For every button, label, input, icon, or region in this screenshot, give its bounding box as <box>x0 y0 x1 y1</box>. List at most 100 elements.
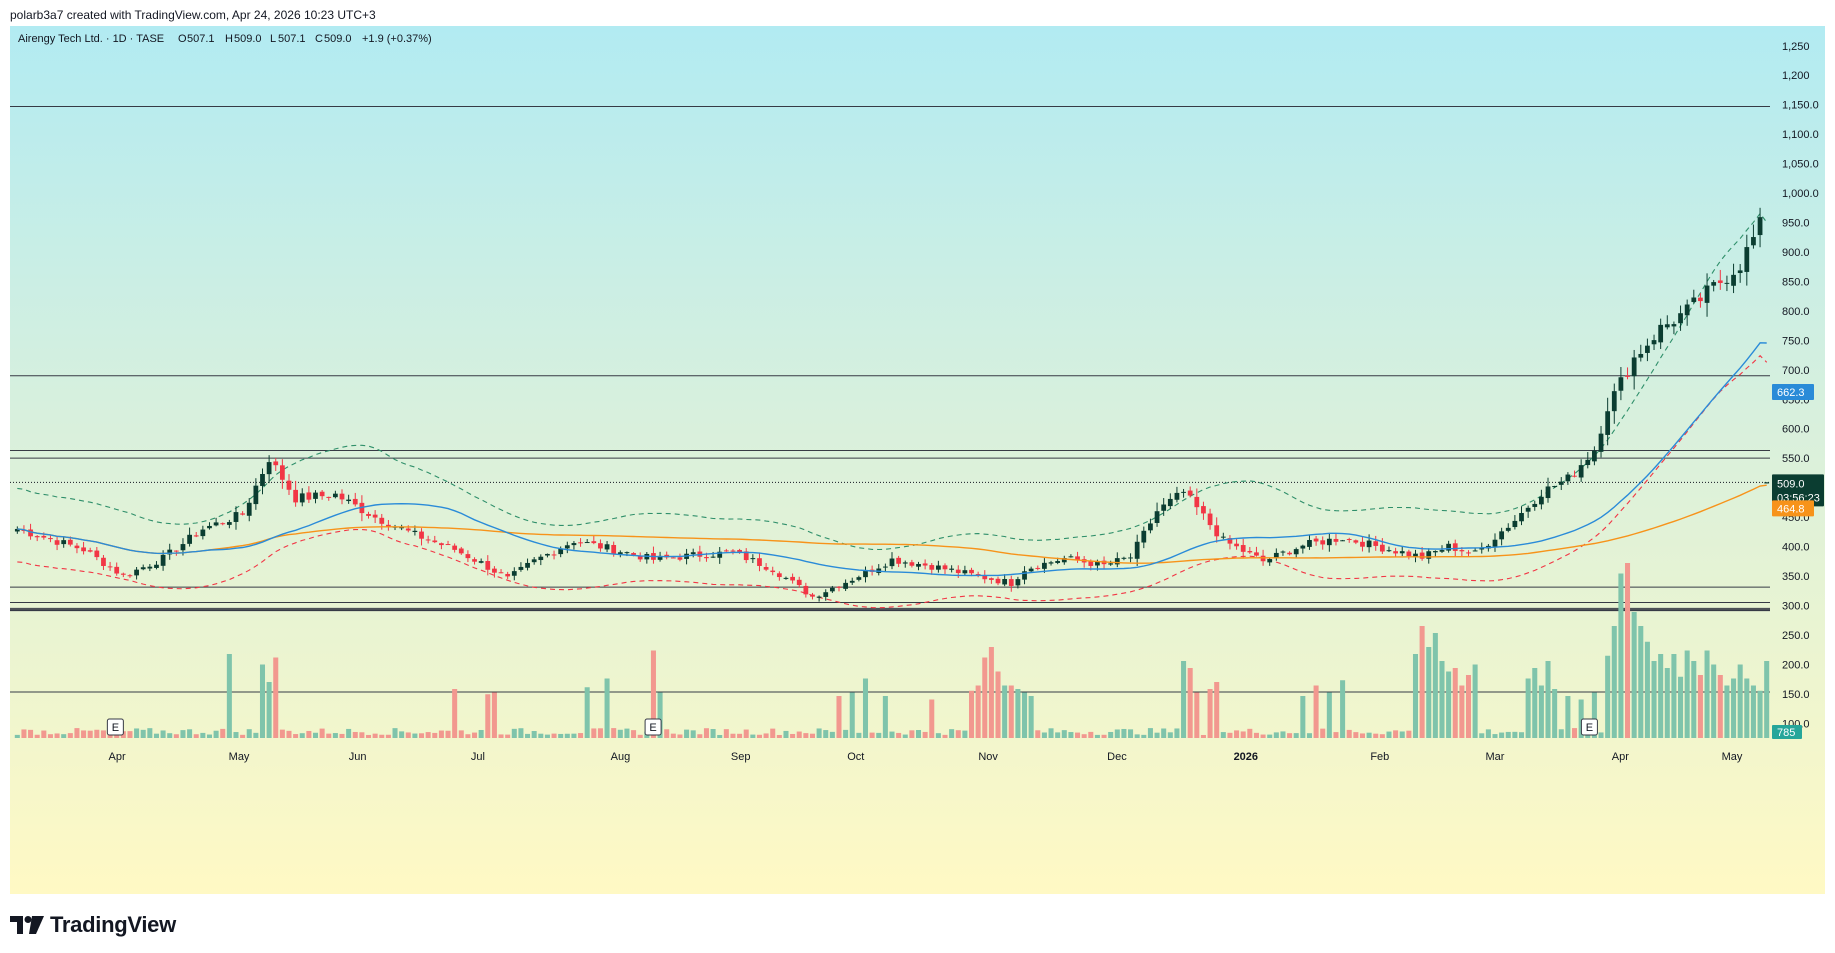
candle[interactable] <box>1737 264 1743 283</box>
candle[interactable] <box>1565 472 1571 485</box>
candle[interactable] <box>962 565 968 576</box>
candle[interactable] <box>803 582 809 598</box>
candle[interactable] <box>617 550 623 558</box>
candle[interactable] <box>1167 493 1173 509</box>
candle[interactable] <box>1280 550 1286 556</box>
candle[interactable] <box>1154 502 1160 527</box>
earnings-marker[interactable]: E <box>106 718 124 736</box>
candle[interactable] <box>213 517 219 527</box>
candle[interactable] <box>472 557 477 565</box>
candle[interactable] <box>1406 549 1412 560</box>
candle[interactable] <box>776 571 782 581</box>
candle[interactable] <box>1532 500 1538 511</box>
price-badge[interactable] <box>1772 500 1814 517</box>
candle[interactable] <box>1313 535 1319 546</box>
candle[interactable] <box>637 552 643 562</box>
candle[interactable] <box>1684 299 1690 326</box>
candle[interactable] <box>829 585 835 593</box>
candle[interactable] <box>1691 289 1697 304</box>
candle[interactable] <box>531 556 537 565</box>
candle[interactable] <box>1717 269 1723 290</box>
candle[interactable] <box>1287 551 1292 556</box>
candle[interactable] <box>492 566 497 578</box>
candle[interactable] <box>723 548 729 552</box>
candle[interactable] <box>200 525 206 540</box>
candle[interactable] <box>1340 539 1345 542</box>
candle[interactable] <box>207 522 212 530</box>
candle[interactable] <box>564 541 570 554</box>
candle[interactable] <box>1333 533 1339 546</box>
candle[interactable] <box>1181 488 1186 498</box>
candle[interactable] <box>260 468 265 495</box>
candle[interactable] <box>1227 535 1233 550</box>
tradingview-logo[interactable]: TradingView <box>10 912 176 938</box>
candle[interactable] <box>604 540 610 553</box>
candle[interactable] <box>969 567 974 577</box>
candle[interactable] <box>757 553 762 572</box>
candle[interactable] <box>1671 321 1677 335</box>
candle[interactable] <box>154 561 159 570</box>
candle[interactable] <box>591 535 597 545</box>
candle[interactable] <box>1214 517 1220 543</box>
candle[interactable] <box>1254 546 1259 557</box>
candle[interactable] <box>1505 523 1511 533</box>
candle[interactable] <box>1519 506 1524 526</box>
candle[interactable] <box>120 572 126 578</box>
candle[interactable] <box>1035 565 1041 571</box>
candle[interactable] <box>193 531 199 538</box>
candle[interactable] <box>863 566 868 583</box>
candle[interactable] <box>1545 477 1551 503</box>
candle[interactable] <box>737 548 742 554</box>
candle[interactable] <box>432 535 438 544</box>
candle[interactable] <box>942 563 948 575</box>
candle[interactable] <box>916 561 921 571</box>
candle[interactable] <box>266 455 272 484</box>
candle[interactable] <box>982 570 988 584</box>
candle[interactable] <box>1360 536 1365 552</box>
candle[interactable] <box>1678 305 1683 331</box>
candle[interactable] <box>670 557 676 559</box>
candle[interactable] <box>810 592 815 600</box>
candle[interactable] <box>1148 518 1153 534</box>
candle[interactable] <box>909 559 915 568</box>
candle[interactable] <box>1757 207 1763 248</box>
candle[interactable] <box>551 550 557 560</box>
candle[interactable] <box>1128 553 1133 563</box>
earnings-marker[interactable]: E <box>644 718 662 736</box>
candle[interactable] <box>1320 536 1326 550</box>
candle[interactable] <box>386 520 391 531</box>
candle[interactable] <box>750 554 756 564</box>
candle[interactable] <box>1426 548 1432 564</box>
candle[interactable] <box>1386 546 1392 553</box>
candle[interactable] <box>226 519 232 529</box>
candle[interactable] <box>1572 470 1577 478</box>
candle[interactable] <box>1552 485 1558 488</box>
candle[interactable] <box>485 555 491 576</box>
candle[interactable] <box>975 571 981 578</box>
candle[interactable] <box>1499 527 1505 546</box>
candle[interactable] <box>1611 383 1617 424</box>
candle[interactable] <box>425 535 431 544</box>
candle[interactable] <box>717 547 723 564</box>
candle[interactable] <box>1585 452 1591 469</box>
candle[interactable] <box>1539 489 1544 510</box>
candle[interactable] <box>1373 535 1379 551</box>
candle[interactable] <box>187 527 192 547</box>
candle[interactable] <box>1399 546 1405 557</box>
candle[interactable] <box>1194 488 1200 516</box>
candle[interactable] <box>1008 575 1014 592</box>
candle[interactable] <box>445 540 451 546</box>
candle[interactable] <box>306 486 312 503</box>
candle[interactable] <box>14 526 20 534</box>
candle[interactable] <box>935 560 941 573</box>
candle[interactable] <box>1598 425 1604 458</box>
candle[interactable] <box>1618 367 1624 401</box>
candle[interactable] <box>220 522 226 526</box>
candle[interactable] <box>1134 534 1140 566</box>
candle[interactable] <box>995 576 1001 586</box>
candle[interactable] <box>1525 505 1531 518</box>
candle[interactable] <box>233 506 239 530</box>
candle[interactable] <box>1346 537 1352 543</box>
candle[interactable] <box>1028 566 1034 573</box>
candle[interactable] <box>1207 508 1213 530</box>
